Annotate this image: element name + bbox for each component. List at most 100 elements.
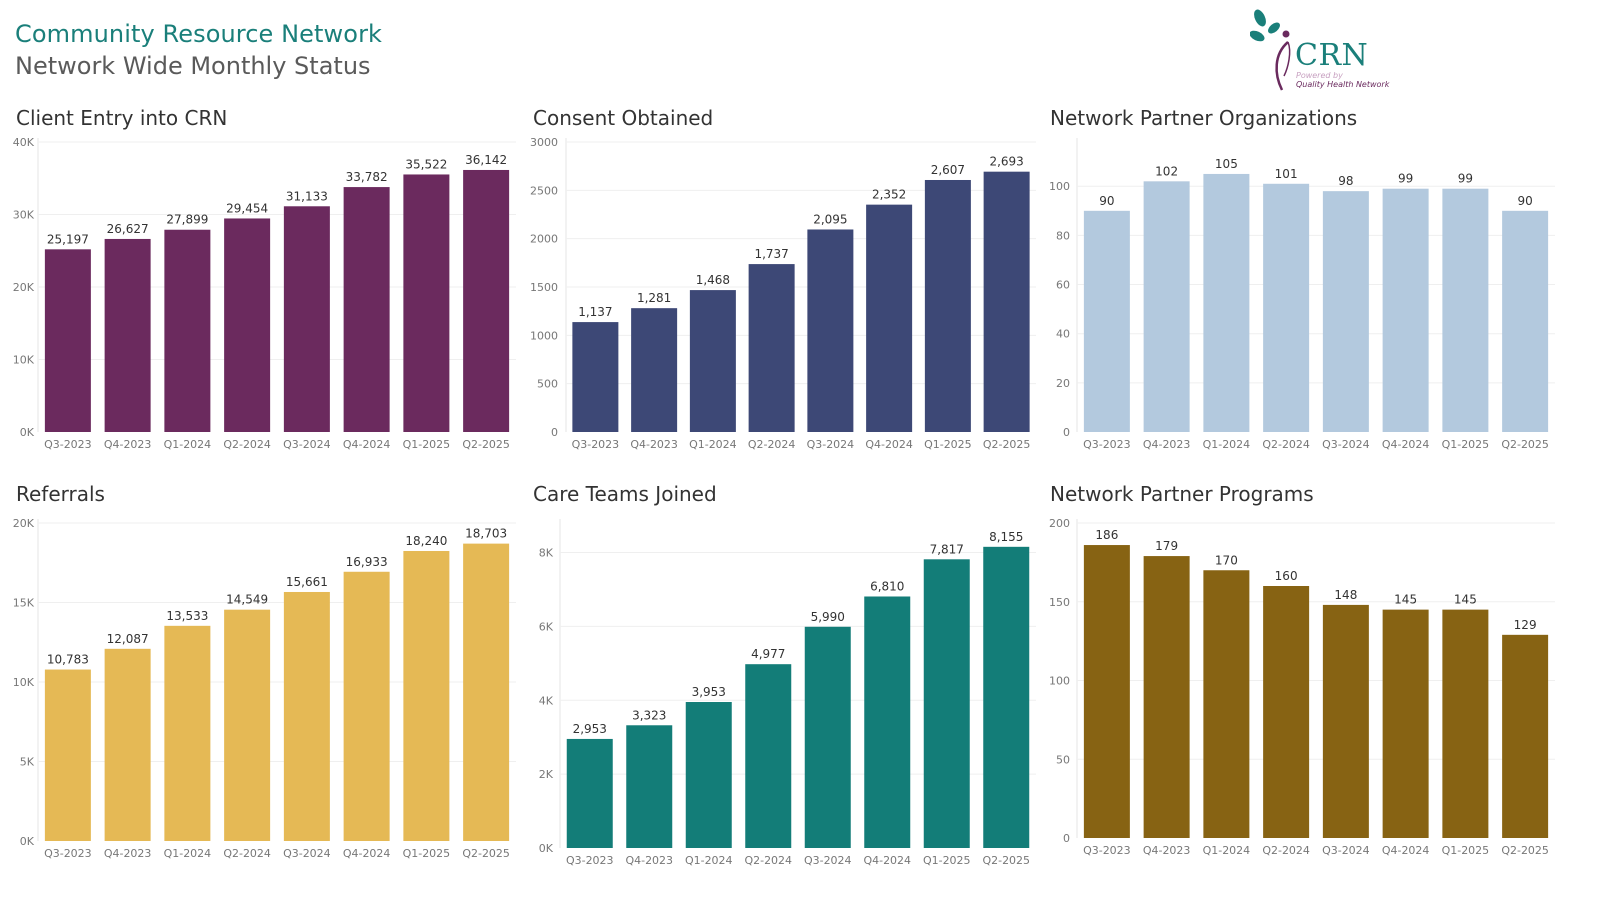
data-label: 129 bbox=[1514, 618, 1537, 632]
data-label: 25,197 bbox=[47, 232, 89, 246]
x-tick-label: Q2-2024 bbox=[748, 438, 796, 451]
bar bbox=[403, 550, 450, 841]
data-label: 1,281 bbox=[637, 291, 671, 305]
y-tick-label: 20K bbox=[13, 281, 35, 294]
chart-title: Network Partner Organizations bbox=[1050, 106, 1358, 130]
y-tick-label: 4K bbox=[539, 694, 554, 707]
x-tick-label: Q3-2023 bbox=[1083, 438, 1131, 451]
data-label: 1,468 bbox=[696, 273, 730, 287]
data-label: 2,953 bbox=[573, 722, 607, 736]
bar bbox=[104, 238, 151, 432]
y-tick-label: 50 bbox=[1056, 753, 1070, 766]
chart-title: Care Teams Joined bbox=[533, 482, 717, 506]
data-label: 90 bbox=[1517, 194, 1532, 208]
data-label: 10,783 bbox=[47, 653, 89, 667]
x-tick-label: Q1-2025 bbox=[1442, 438, 1490, 451]
logo-powered-by: Powered by bbox=[1296, 71, 1343, 80]
y-tick-label: 2500 bbox=[530, 184, 558, 197]
y-tick-label: 20K bbox=[13, 517, 35, 530]
y-tick-label: 2K bbox=[539, 768, 554, 781]
data-label: 99 bbox=[1398, 172, 1413, 186]
bar bbox=[164, 229, 211, 432]
data-label: 6,810 bbox=[870, 579, 904, 593]
bar bbox=[1442, 609, 1489, 838]
x-tick-label: Q4-2024 bbox=[343, 438, 391, 451]
y-tick-label: 10K bbox=[13, 676, 35, 689]
bar bbox=[1263, 586, 1310, 838]
x-tick-label: Q2-2025 bbox=[1501, 844, 1549, 857]
bar bbox=[1322, 191, 1369, 432]
chart-title: Network Partner Programs bbox=[1050, 482, 1314, 506]
x-tick-label: Q4-2024 bbox=[1382, 844, 1430, 857]
x-tick-label: Q4-2024 bbox=[865, 438, 913, 451]
bar bbox=[1263, 183, 1310, 432]
data-label: 35,522 bbox=[405, 157, 447, 171]
bar bbox=[566, 738, 613, 848]
y-tick-label: 10K bbox=[13, 354, 35, 367]
bar bbox=[224, 609, 271, 841]
data-label: 99 bbox=[1458, 172, 1473, 186]
y-tick-label: 40 bbox=[1056, 328, 1070, 341]
bar bbox=[1382, 609, 1429, 838]
data-label: 170 bbox=[1215, 553, 1238, 567]
x-tick-label: Q2-2025 bbox=[462, 847, 510, 860]
bar bbox=[1442, 188, 1489, 432]
page-subtitle: Network Wide Monthly Status bbox=[15, 52, 371, 80]
referrals-chart: 0K 5K 10K 15K 20K 10,783 Q3-2023 12,087 Q4-2023 1… bbox=[13, 517, 516, 860]
x-tick-label: Q4-2024 bbox=[863, 854, 911, 867]
bar bbox=[745, 664, 792, 848]
data-label: 145 bbox=[1394, 593, 1417, 607]
bar bbox=[924, 179, 971, 432]
bar bbox=[44, 249, 91, 432]
data-label: 18,240 bbox=[405, 534, 447, 548]
data-label: 179 bbox=[1155, 539, 1178, 553]
x-tick-label: Q4-2023 bbox=[1143, 844, 1191, 857]
y-tick-label: 5K bbox=[20, 756, 35, 769]
data-label: 7,817 bbox=[930, 542, 964, 556]
partner-programs-chart: 0 50 100 150 200 186 Q3-2023 179 Q4-2023 170 Q1-20… bbox=[1049, 517, 1555, 857]
data-label: 27,899 bbox=[166, 213, 208, 227]
data-label: 2,693 bbox=[989, 155, 1023, 169]
x-tick-label: Q2-2024 bbox=[223, 847, 271, 860]
bar bbox=[1322, 604, 1369, 838]
partner-programs-panel: Network Partner Programs 0 50 100 150 200 186… bbox=[1049, 482, 1555, 862]
x-tick-label: Q1-2025 bbox=[403, 847, 451, 860]
bar bbox=[403, 174, 450, 432]
x-tick-label: Q3-2024 bbox=[283, 847, 331, 860]
x-tick-label: Q1-2024 bbox=[1203, 438, 1251, 451]
data-label: 16,933 bbox=[346, 555, 388, 569]
bar bbox=[164, 625, 211, 841]
data-label: 18,703 bbox=[465, 527, 507, 541]
y-tick-label: 500 bbox=[537, 378, 558, 391]
x-tick-label: Q3-2023 bbox=[44, 438, 92, 451]
bar bbox=[1143, 181, 1190, 432]
x-tick-label: Q1-2025 bbox=[923, 854, 971, 867]
x-tick-label: Q1-2024 bbox=[164, 438, 212, 451]
bar bbox=[983, 171, 1030, 432]
bar bbox=[866, 204, 913, 432]
consent-obtained-chart: 0 500 1000 1500 2000 2500 3000 1,137 Q3-2023 1,28… bbox=[530, 136, 1036, 451]
x-tick-label: Q2-2024 bbox=[1262, 844, 1310, 857]
data-label: 26,627 bbox=[107, 222, 149, 236]
bar bbox=[343, 571, 390, 841]
data-label: 98 bbox=[1338, 174, 1353, 188]
data-label: 14,549 bbox=[226, 593, 268, 607]
data-label: 13,533 bbox=[166, 609, 208, 623]
data-label: 8,155 bbox=[989, 530, 1023, 544]
x-tick-label: Q3-2023 bbox=[572, 438, 620, 451]
data-label: 101 bbox=[1275, 167, 1298, 181]
chart-title: Consent Obtained bbox=[533, 106, 714, 130]
client-entry-chart: 0K 10K 20K 30K 40K 25,197 Q3-2023 26,627 Q4-2023… bbox=[13, 136, 516, 451]
y-tick-label: 1500 bbox=[530, 281, 558, 294]
consent-obtained-panel: Consent Obtained 0 500 1000 1500 2000 2500 300… bbox=[530, 106, 1036, 456]
x-tick-label: Q3-2024 bbox=[1322, 438, 1370, 451]
care-teams-chart: 0K 2K 4K 6K 8K 2,953 Q3-2023 3,323 Q4-2023 3,953 Q… bbox=[539, 519, 1036, 867]
x-tick-label: Q2-2025 bbox=[462, 438, 510, 451]
y-tick-label: 0K bbox=[20, 835, 35, 848]
x-tick-label: Q4-2023 bbox=[625, 854, 673, 867]
data-label: 29,454 bbox=[226, 201, 268, 215]
x-tick-label: Q4-2023 bbox=[104, 438, 152, 451]
x-tick-label: Q3-2023 bbox=[566, 854, 614, 867]
y-tick-label: 30K bbox=[13, 209, 35, 222]
x-tick-label: Q2-2025 bbox=[982, 854, 1030, 867]
